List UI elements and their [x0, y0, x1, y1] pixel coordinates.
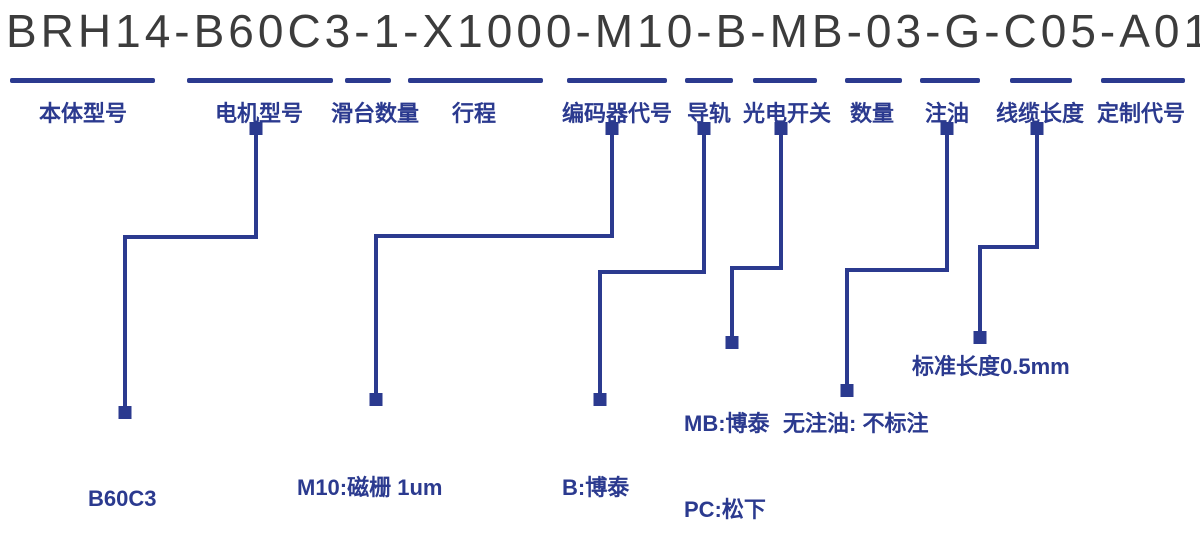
underline-oil-injection [920, 78, 980, 83]
connector-motor-model [118, 122, 263, 419]
segment-label-custom-code: 定制代号 [1096, 101, 1186, 126]
segment-label-cable-length: 线缆长度 [995, 101, 1085, 126]
segment-label-quantity: 数量 [849, 101, 895, 126]
list-item: M10:磁栅 1um [297, 475, 443, 500]
underline-encoder-code [567, 78, 667, 83]
underline-stroke [408, 78, 543, 83]
underline-motor-model [187, 78, 333, 83]
oil-injection-note: 无注油: 不标注 [783, 411, 929, 436]
guide-rail-options: B:博泰 H:上银 T:THK [562, 420, 629, 550]
segment-label-oil-injection: 注油 [924, 101, 970, 126]
connector-guide-rail [593, 122, 711, 406]
underline-body-model [10, 78, 155, 83]
list-item: MB:博泰 [684, 411, 770, 436]
model-code-title: BRH14-B60C3-1-X1000-M10-B-MB-03-G-C05-A0… [6, 5, 1200, 57]
segment-label-stroke: 行程 [451, 101, 497, 126]
cable-length-note: 标准长度0.5mm [912, 354, 1070, 379]
list-item: B:博泰 [562, 475, 630, 500]
underline-guide-rail [685, 78, 733, 83]
segment-label-encoder-code: 编码器代号 [561, 101, 673, 126]
underline-custom-code [1101, 78, 1185, 83]
photo-switch-options: MB:博泰 PC:松下 [684, 355, 770, 550]
segment-label-motor-model: 电机型号 [214, 101, 304, 126]
motor-model-options: B60C3 B60C4 B60C6 [88, 431, 156, 550]
underline-photo-switch [753, 78, 817, 83]
connector-encoder-code [369, 122, 619, 406]
underline-quantity [845, 78, 902, 83]
encoder-code-options: M10:磁栅 1um G10:光栅 1um G05:光栅 0.5um [297, 420, 466, 550]
segment-label-photo-switch: 光电开关 [742, 101, 832, 126]
list-item: PC:松下 [684, 497, 766, 522]
connector-photo-switch [725, 122, 788, 349]
segment-label-slider-count: 滑台数量 [330, 101, 420, 126]
connector-oil-injection [840, 122, 954, 397]
list-item: B60C3 [88, 486, 157, 511]
underline-slider-count [345, 78, 391, 83]
connector-cable-length [973, 122, 1044, 344]
segment-label-guide-rail: 导轨 [686, 101, 732, 126]
underline-cable-length [1010, 78, 1072, 83]
segment-label-body-model: 本体型号 [38, 101, 128, 126]
